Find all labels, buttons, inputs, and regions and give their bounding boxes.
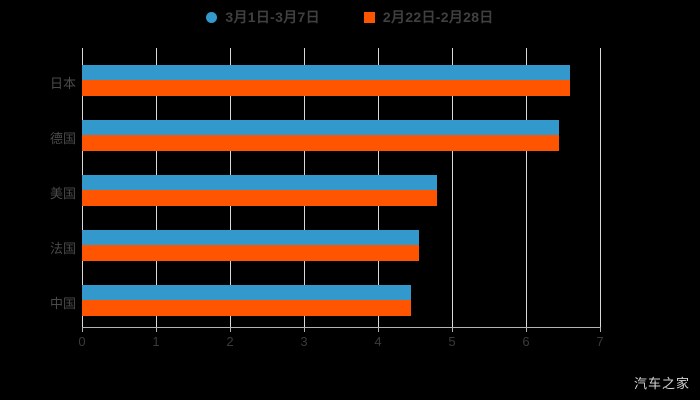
- chart-legend: 3月1日-3月7日 2月22日-2月28日: [0, 6, 700, 28]
- x-axis-tick: [304, 327, 305, 332]
- circle-marker-icon: [206, 11, 218, 23]
- watermark: 汽车之家: [633, 376, 690, 391]
- square-marker-icon: [363, 11, 375, 23]
- x-axis-tick: [526, 327, 527, 332]
- bar[interactable]: [82, 120, 560, 135]
- legend-item[interactable]: 3月1日-3月7日: [206, 7, 320, 27]
- y-axis-category-label: 法国: [49, 241, 76, 256]
- legend-label: 2月22日-2月28日: [382, 9, 494, 25]
- x-axis-tick: [156, 327, 157, 332]
- y-axis-category-label: 德国: [49, 131, 76, 146]
- bar[interactable]: [82, 80, 571, 96]
- x-axis-tick: [452, 327, 453, 332]
- bar-group: [82, 230, 600, 261]
- x-axis-tick-label: 4: [374, 334, 382, 349]
- bar[interactable]: [82, 245, 419, 261]
- bar-group: [82, 285, 600, 316]
- x-axis-line: [82, 327, 601, 328]
- x-axis-tick: [600, 327, 601, 332]
- x-axis-tick-label: 1: [152, 334, 160, 349]
- gridline: [600, 48, 601, 327]
- x-axis-tick-label: 5: [448, 334, 456, 349]
- x-axis-tick-label: 7: [596, 334, 604, 349]
- x-axis-tick-label: 6: [522, 334, 530, 349]
- bar[interactable]: [82, 300, 412, 316]
- y-axis-category-label: 中国: [49, 296, 76, 311]
- x-axis-tick: [82, 327, 83, 332]
- bar-group: [82, 175, 600, 206]
- bar-group: [82, 65, 600, 96]
- bar[interactable]: [82, 190, 438, 206]
- gridline: [452, 48, 453, 327]
- legend-item[interactable]: 2月22日-2月28日: [363, 7, 494, 27]
- x-axis-tick-label: 0: [78, 334, 86, 349]
- bar-group: [82, 120, 600, 151]
- bar[interactable]: [82, 285, 412, 300]
- y-axis-category-label: 美国: [49, 186, 76, 201]
- plot-area: [82, 48, 601, 327]
- x-axis-tick: [230, 327, 231, 332]
- bar[interactable]: [82, 230, 419, 245]
- bar[interactable]: [82, 135, 560, 151]
- bar[interactable]: [82, 175, 438, 190]
- x-axis-tick: [378, 327, 379, 332]
- bar[interactable]: [82, 65, 571, 80]
- x-axis-tick-label: 3: [300, 334, 308, 349]
- x-axis-tick-label: 2: [226, 334, 234, 349]
- y-axis-category-label: 日本: [49, 76, 76, 91]
- gridline: [526, 48, 527, 327]
- legend-label: 3月1日-3月7日: [225, 9, 320, 25]
